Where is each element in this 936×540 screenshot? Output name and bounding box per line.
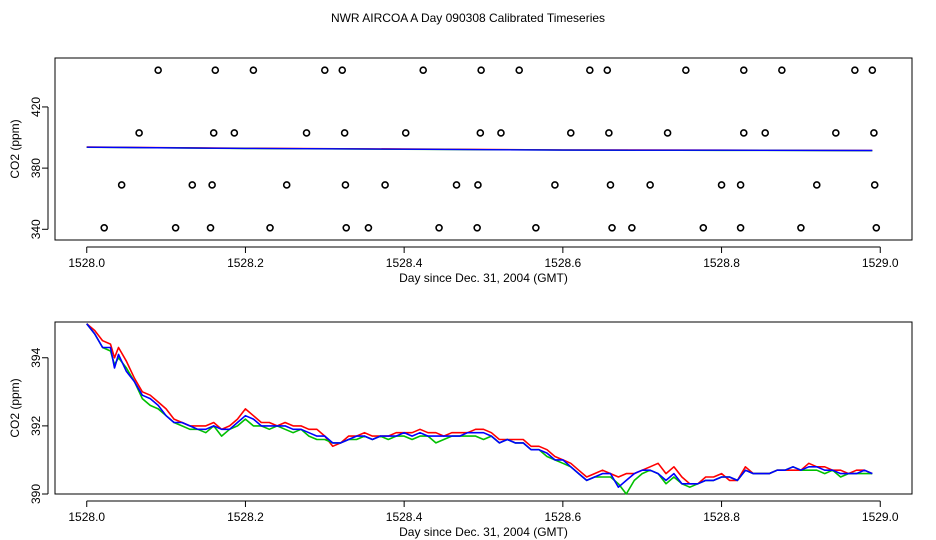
data-point bbox=[663, 129, 672, 137]
data-point bbox=[341, 181, 350, 189]
data-point bbox=[868, 66, 877, 75]
figure-title: NWR AIRCOA A Day 090308 Calibrated Times… bbox=[331, 11, 605, 25]
data-point bbox=[320, 66, 329, 75]
y-tick-label: 392 bbox=[29, 416, 43, 436]
data-point bbox=[135, 129, 143, 137]
y-axis-label: CO2 (ppm) bbox=[8, 119, 22, 178]
data-point bbox=[717, 181, 726, 189]
data-point bbox=[551, 181, 559, 189]
data-point bbox=[605, 129, 613, 137]
data-point bbox=[797, 223, 805, 232]
data-point bbox=[603, 66, 612, 75]
x-tick-label: 1528.4 bbox=[386, 256, 423, 270]
x-axis-label: Day since Dec. 31, 2004 (GMT) bbox=[399, 525, 568, 539]
x-tick-label: 1528.6 bbox=[545, 256, 582, 270]
data-point bbox=[171, 223, 180, 232]
data-point bbox=[206, 223, 215, 232]
data-point bbox=[628, 223, 636, 232]
y-tick-label: 420 bbox=[29, 97, 43, 117]
data-point bbox=[364, 223, 373, 232]
y-tick-label: 380 bbox=[29, 158, 43, 178]
data-point bbox=[870, 181, 879, 189]
x-tick-label: 1528.8 bbox=[703, 510, 740, 524]
data-point bbox=[736, 223, 745, 232]
data-point bbox=[646, 181, 654, 189]
data-point bbox=[870, 129, 878, 137]
data-point bbox=[230, 129, 239, 137]
data-point bbox=[211, 66, 220, 75]
x-tick-label: 1528.6 bbox=[545, 510, 582, 524]
y-axis-label: CO2 (ppm) bbox=[8, 378, 22, 437]
data-point bbox=[532, 223, 540, 232]
data-point bbox=[338, 66, 347, 75]
data-point bbox=[452, 181, 461, 189]
data-point bbox=[435, 223, 443, 232]
series-line bbox=[86, 146, 873, 152]
data-point bbox=[682, 66, 690, 75]
data-point bbox=[851, 66, 859, 75]
x-tick-label: 1528.2 bbox=[227, 510, 264, 524]
x-tick-label: 1528.0 bbox=[68, 256, 105, 270]
data-point bbox=[208, 181, 216, 189]
data-point bbox=[812, 181, 821, 189]
data-point bbox=[188, 181, 197, 189]
data-point bbox=[381, 181, 389, 189]
data-point bbox=[117, 181, 126, 189]
top-panel: 1528.0 1528.2 1528.4 1528.6 1528.8 1529.0 340 3… bbox=[8, 57, 913, 285]
x-tick-label: 1529.0 bbox=[862, 256, 899, 270]
x-axis-label: Day since Dec. 31, 2004 (GMT) bbox=[399, 271, 568, 285]
y-tick-label: 390 bbox=[29, 484, 43, 504]
x-tick-label: 1528.0 bbox=[68, 510, 105, 524]
data-point bbox=[515, 66, 524, 75]
data-point bbox=[497, 129, 505, 137]
x-tick-label: 1528.2 bbox=[227, 256, 264, 270]
series-line bbox=[86, 323, 873, 489]
data-point bbox=[401, 129, 410, 137]
data-point bbox=[342, 223, 351, 232]
x-tick-label: 1528.4 bbox=[386, 510, 423, 524]
data-point bbox=[282, 181, 291, 189]
data-point bbox=[209, 129, 218, 137]
y-tick-label: 394 bbox=[29, 347, 43, 367]
data-point bbox=[586, 66, 594, 75]
data-point bbox=[249, 66, 258, 75]
data-point bbox=[419, 66, 427, 75]
data-point bbox=[872, 223, 881, 232]
data-point bbox=[266, 223, 274, 232]
data-point bbox=[739, 129, 748, 137]
data-point bbox=[340, 129, 349, 137]
data-point bbox=[739, 66, 748, 75]
data-point bbox=[100, 223, 108, 232]
data-point bbox=[477, 66, 485, 75]
data-point bbox=[302, 129, 311, 137]
data-point bbox=[473, 223, 481, 232]
series-line bbox=[86, 323, 873, 485]
x-tick-label: 1528.8 bbox=[703, 256, 740, 270]
data-point bbox=[154, 66, 162, 75]
y-tick-label: 340 bbox=[29, 219, 43, 239]
data-point bbox=[699, 223, 708, 232]
data-point bbox=[608, 223, 616, 232]
data-point bbox=[566, 129, 575, 137]
data-point bbox=[476, 129, 485, 137]
bottom-panel: 1528.0 1528.2 1528.4 1528.6 1528.8 1529.0 390 3… bbox=[8, 321, 913, 539]
plot-frame bbox=[54, 57, 913, 241]
data-point bbox=[736, 181, 745, 189]
plot-frame bbox=[54, 321, 913, 495]
series-line bbox=[86, 323, 873, 495]
data-point bbox=[474, 181, 482, 189]
x-tick-label: 1529.0 bbox=[862, 510, 899, 524]
data-point bbox=[832, 129, 840, 137]
data-point bbox=[778, 66, 786, 75]
data-point bbox=[606, 181, 615, 189]
data-point bbox=[761, 129, 769, 137]
